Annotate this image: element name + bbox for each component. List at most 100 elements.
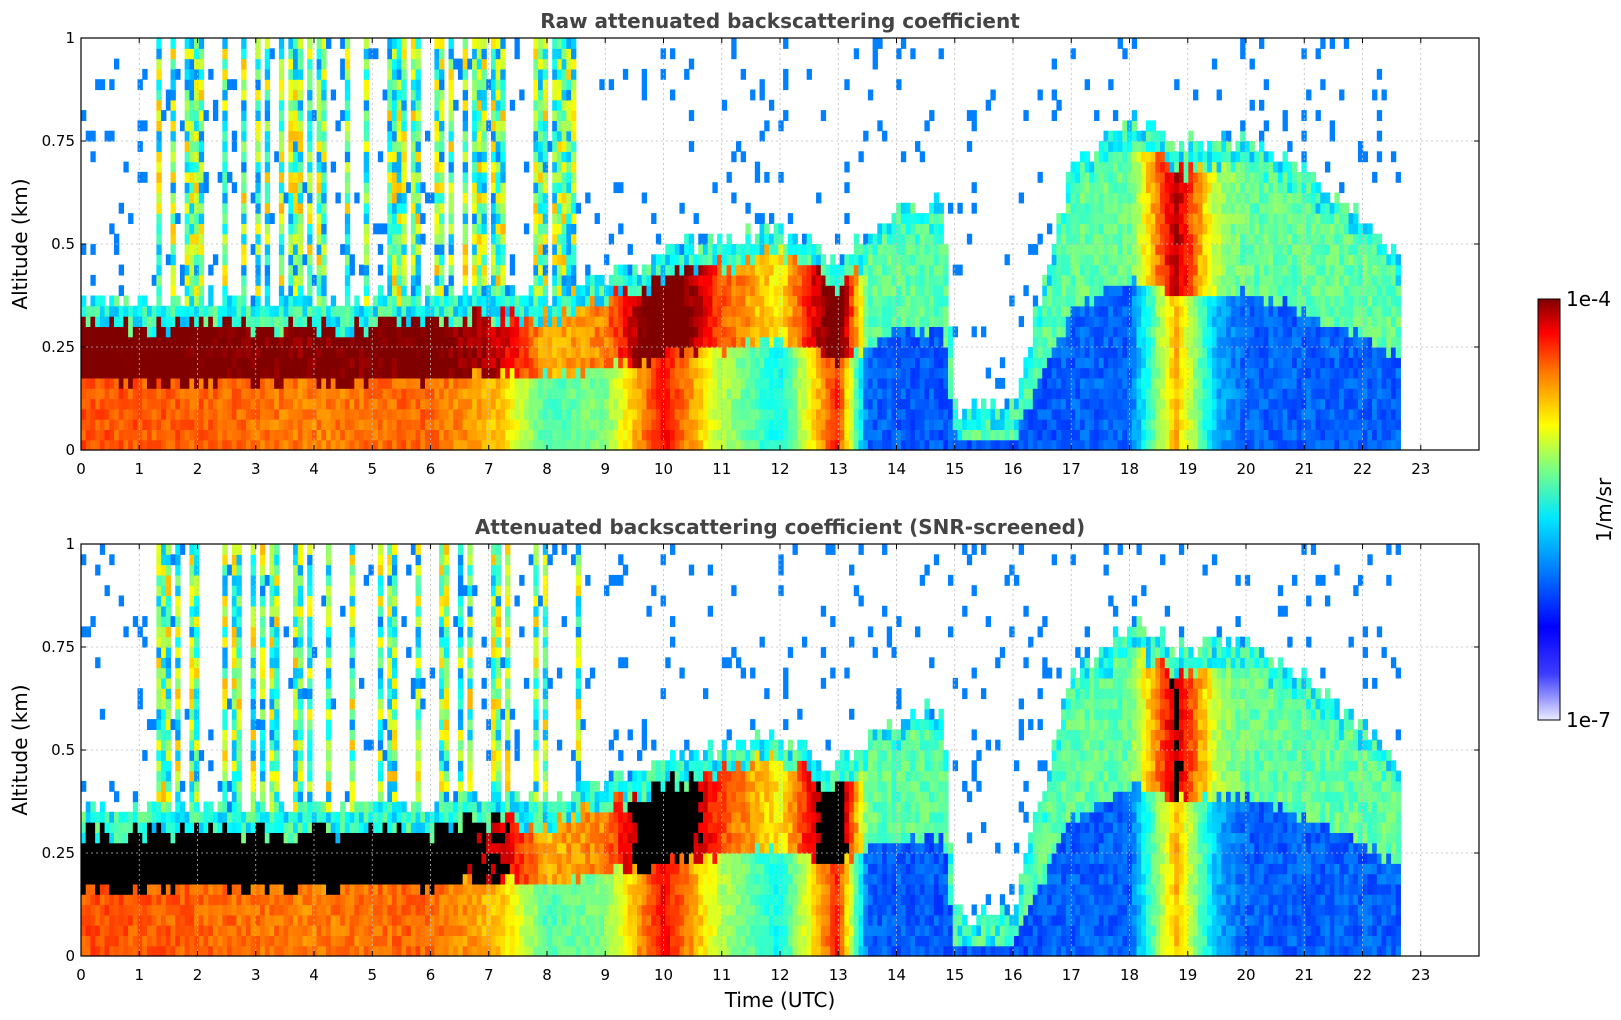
heatmap-cell bbox=[745, 316, 751, 327]
heatmap-cell bbox=[443, 419, 450, 430]
heatmap-cell bbox=[335, 419, 341, 430]
heatmap-cell bbox=[858, 254, 864, 266]
heatmap-cell bbox=[1042, 419, 1048, 430]
heatmap-cell bbox=[194, 357, 200, 369]
heatmap-cell bbox=[184, 274, 190, 286]
heatmap-cell bbox=[429, 367, 435, 379]
heatmap-cell bbox=[264, 213, 271, 224]
heatmap-cell bbox=[523, 316, 530, 327]
heatmap-cell bbox=[792, 254, 798, 266]
heatmap-cell bbox=[90, 326, 96, 338]
heatmap-cell bbox=[1065, 274, 1072, 286]
heatmap-cell bbox=[1108, 254, 1114, 266]
heatmap-cell bbox=[505, 357, 511, 369]
heatmap-cell bbox=[1042, 388, 1048, 400]
heatmap-cell bbox=[877, 347, 883, 358]
heatmap-cell bbox=[481, 130, 487, 142]
heatmap-cell bbox=[156, 99, 162, 111]
heatmap-cell bbox=[156, 120, 162, 132]
heatmap-cell bbox=[373, 48, 379, 60]
heatmap-cell bbox=[759, 233, 765, 245]
heatmap-cell bbox=[184, 367, 190, 379]
heatmap-cell bbox=[759, 79, 765, 91]
heatmap-cell bbox=[528, 316, 534, 327]
heatmap-cell bbox=[255, 285, 261, 297]
heatmap-cell bbox=[604, 316, 610, 327]
heatmap-cell bbox=[161, 336, 167, 348]
heatmap-cell bbox=[307, 419, 313, 430]
heatmap-cell bbox=[651, 439, 657, 451]
heatmap-cell bbox=[665, 439, 671, 451]
heatmap-cell bbox=[208, 419, 214, 430]
heatmap-cell bbox=[806, 244, 812, 255]
heatmap-cell bbox=[377, 367, 384, 379]
heatmap-cell bbox=[95, 388, 101, 400]
heatmap-cell bbox=[599, 439, 605, 451]
heatmap-cell bbox=[698, 305, 704, 317]
heatmap-cell bbox=[731, 295, 737, 307]
heatmap-cell bbox=[783, 254, 789, 266]
heatmap-cell bbox=[688, 233, 695, 245]
heatmap-cell bbox=[528, 429, 534, 441]
heatmap-cell bbox=[415, 233, 421, 245]
heatmap-cell bbox=[891, 347, 897, 358]
heatmap-cell bbox=[406, 408, 412, 420]
heatmap-cell bbox=[462, 99, 468, 111]
heatmap-cell bbox=[674, 336, 681, 348]
heatmap-cell bbox=[571, 429, 577, 441]
heatmap-cell bbox=[307, 141, 313, 152]
heatmap-cell bbox=[128, 429, 134, 441]
heatmap-cell bbox=[274, 439, 280, 451]
heatmap-cell bbox=[1084, 429, 1090, 441]
heatmap-cell bbox=[900, 151, 907, 163]
heatmap-cell bbox=[439, 192, 445, 204]
heatmap-cell bbox=[688, 285, 695, 297]
heatmap-cell bbox=[575, 202, 582, 214]
heatmap-cell bbox=[335, 305, 341, 317]
heatmap-cell bbox=[655, 295, 662, 307]
heatmap-cell bbox=[368, 48, 374, 60]
heatmap-cell bbox=[490, 274, 497, 286]
heatmap-cell bbox=[349, 398, 355, 410]
heatmap-cell bbox=[241, 151, 247, 163]
heatmap-cell bbox=[745, 233, 751, 245]
heatmap-cell bbox=[151, 305, 157, 317]
heatmap-cell bbox=[1065, 295, 1072, 307]
heatmap-cell bbox=[302, 388, 308, 400]
heatmap-cell bbox=[896, 388, 902, 400]
heatmap-cell bbox=[787, 347, 794, 358]
heatmap-cell bbox=[462, 192, 468, 204]
heatmap-cell bbox=[702, 326, 709, 338]
heatmap-cell bbox=[707, 408, 714, 420]
heatmap-cell bbox=[556, 130, 563, 142]
heatmap-cell bbox=[665, 274, 671, 286]
heatmap-cell bbox=[344, 213, 351, 224]
heatmap-cell bbox=[820, 429, 827, 441]
heatmap-cell bbox=[406, 388, 412, 400]
heatmap-cell bbox=[212, 254, 219, 266]
heatmap-cell bbox=[712, 419, 718, 430]
heatmap-cell bbox=[505, 388, 511, 400]
heatmap-cell bbox=[1056, 408, 1062, 420]
heatmap-cell bbox=[410, 89, 417, 101]
heatmap-cell bbox=[750, 408, 756, 420]
heatmap-cell bbox=[297, 429, 304, 441]
heatmap-cell bbox=[726, 429, 732, 441]
heatmap-cell bbox=[302, 305, 308, 317]
heatmap-cell bbox=[778, 388, 784, 400]
heatmap-cell bbox=[448, 326, 454, 338]
heatmap-cell bbox=[137, 419, 143, 430]
heatmap-cell bbox=[505, 347, 511, 358]
heatmap-cell bbox=[359, 419, 365, 430]
heatmap-cell bbox=[1061, 233, 1067, 245]
heatmap-cell bbox=[533, 377, 539, 389]
heatmap-cell bbox=[693, 285, 699, 297]
heatmap-cell bbox=[212, 388, 219, 400]
heatmap-cell bbox=[721, 398, 728, 410]
heatmap-cell bbox=[321, 419, 327, 430]
heatmap-cell bbox=[674, 305, 681, 317]
heatmap-cell bbox=[264, 58, 271, 70]
heatmap-cell bbox=[632, 326, 638, 338]
heatmap-cell bbox=[533, 151, 539, 163]
heatmap-cell bbox=[552, 367, 558, 379]
